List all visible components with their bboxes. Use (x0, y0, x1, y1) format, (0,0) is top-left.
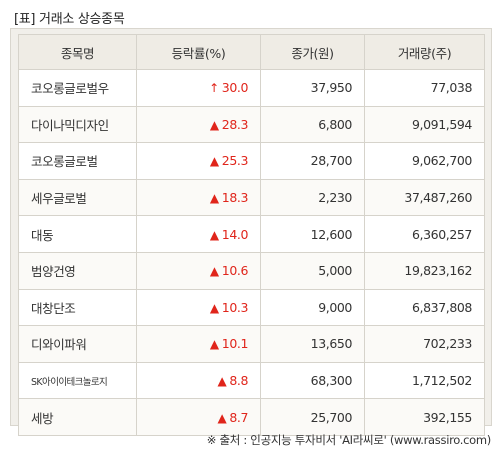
header-volume: 거래량(주) (364, 34, 485, 70)
change-rate-value: 10.6 (221, 263, 249, 279)
up-triangle-icon: ▲ (209, 191, 219, 206)
stock-name: 다이나믹디자인 (18, 105, 137, 144)
up-triangle-icon: ▲ (209, 264, 219, 279)
change-rate-cell: ▲ 10.1 (136, 325, 261, 363)
trading-volume: 37,487,260 (364, 178, 485, 217)
table-row: 범양건영 ▲ 10.6 5,000 19,823,162 (18, 251, 485, 290)
closing-price: 13,650 (260, 325, 365, 363)
closing-price: 5,000 (260, 251, 365, 290)
stock-name: 대동 (18, 215, 137, 253)
change-rate-value: 25.3 (221, 153, 249, 169)
table-row: 다이나믹디자인 ▲ 28.3 6,800 9,091,594 (18, 105, 485, 144)
change-rate-cell: ▲ 8.8 (136, 361, 261, 400)
change-rate-value: 30.0 (221, 80, 249, 96)
source-note: ※ 출처 : 인공지능 투자비서 'AI라씨로' (www.rassiro.co… (206, 433, 492, 447)
trading-volume: 1,712,502 (364, 361, 485, 400)
table-row: SK아이이테크놀로지 ▲ 8.8 68,300 1,712,502 (18, 361, 485, 400)
up-triangle-icon: ▲ (209, 337, 219, 352)
stock-name: 디와이파워 (18, 325, 137, 363)
trading-volume: 9,091,594 (364, 105, 485, 144)
change-rate-value: 14.0 (221, 226, 249, 242)
header-rate: 등락률(%) (136, 34, 261, 70)
trading-volume: 702,233 (364, 325, 485, 363)
closing-price: 9,000 (260, 288, 365, 327)
trading-volume: 19,823,162 (364, 251, 485, 290)
change-rate-cell: ▲ 8.7 (136, 398, 261, 436)
table-row: 세우글로벌 ▲ 18.3 2,230 37,487,260 (18, 178, 485, 217)
change-rate-cell: ▲ 18.3 (136, 178, 261, 217)
table-row: 코오롱글로벌우 ↑ 30.0 37,950 77,038 (18, 69, 485, 107)
up-triangle-icon: ▲ (217, 410, 227, 425)
stock-name: 대창단조 (18, 288, 137, 327)
change-rate-value: 10.1 (221, 336, 249, 352)
change-rate-value: 10.3 (221, 299, 249, 315)
trading-volume: 9,062,700 (364, 142, 485, 180)
header-price: 종가(원) (260, 34, 365, 70)
header-name: 종목명 (18, 34, 137, 70)
table-row: 대창단조 ▲ 10.3 9,000 6,837,808 (18, 288, 485, 327)
stock-name: 세우글로벌 (18, 178, 137, 217)
trading-volume: 77,038 (364, 69, 485, 107)
stock-name: 범양건영 (18, 251, 137, 290)
change-rate-value: 8.7 (229, 409, 248, 425)
closing-price: 2,230 (260, 178, 365, 217)
table-caption: [표] 거래소 상승종목 (14, 12, 125, 27)
table-header-row: 종목명 등락률(%) 종가(원) 거래량(주) (18, 34, 485, 70)
closing-price: 28,700 (260, 142, 365, 180)
stock-name: 세방 (18, 398, 137, 436)
table-body: 코오롱글로벌우 ↑ 30.0 37,950 77,038 다이나믹디자인 ▲ 28.3 6,80… (18, 69, 485, 436)
trading-volume: 392,155 (364, 398, 485, 436)
stock-name: SK아이이테크놀로지 (18, 361, 137, 400)
change-rate-value: 8.8 (229, 373, 248, 389)
trading-volume: 6,837,808 (364, 288, 485, 327)
up-triangle-icon: ▲ (209, 300, 219, 315)
up-triangle-icon: ▲ (209, 117, 219, 132)
change-rate-cell: ▲ 28.3 (136, 105, 261, 144)
closing-price: 37,950 (260, 69, 365, 107)
stock-name: 코오롱글로벌 (18, 142, 137, 180)
up-arrow-icon: ↑ (209, 81, 219, 96)
stock-name: 코오롱글로벌우 (18, 69, 137, 107)
change-rate-value: 28.3 (221, 116, 249, 132)
closing-price: 12,600 (260, 215, 365, 253)
table-row: 디와이파워 ▲ 10.1 13,650 702,233 (18, 325, 485, 363)
stock-table: 종목명 등락률(%) 종가(원) 거래량(주) 코오롱글로벌우 ↑ 30.0 37,9… (18, 34, 485, 436)
table-row: 세방 ▲ 8.7 25,700 392,155 (18, 398, 485, 436)
closing-price: 6,800 (260, 105, 365, 144)
table-frame: 종목명 등락률(%) 종가(원) 거래량(주) 코오롱글로벌우 ↑ 30.0 37,9… (10, 28, 492, 436)
table-row: 대동 ▲ 14.0 12,600 6,360,257 (18, 215, 485, 253)
change-rate-cell: ▲ 10.3 (136, 288, 261, 327)
table-row: 코오롱글로벌 ▲ 25.3 28,700 9,062,700 (18, 142, 485, 180)
up-triangle-icon: ▲ (209, 227, 219, 242)
up-triangle-icon: ▲ (209, 154, 219, 169)
trading-volume: 6,360,257 (364, 215, 485, 253)
change-rate-cell: ▲ 25.3 (136, 142, 261, 180)
change-rate-cell: ▲ 14.0 (136, 215, 261, 253)
closing-price: 68,300 (260, 361, 365, 400)
up-triangle-icon: ▲ (217, 374, 227, 389)
change-rate-value: 18.3 (221, 190, 249, 206)
change-rate-cell: ↑ 30.0 (136, 69, 261, 107)
closing-price: 25,700 (260, 398, 365, 436)
change-rate-cell: ▲ 10.6 (136, 251, 261, 290)
